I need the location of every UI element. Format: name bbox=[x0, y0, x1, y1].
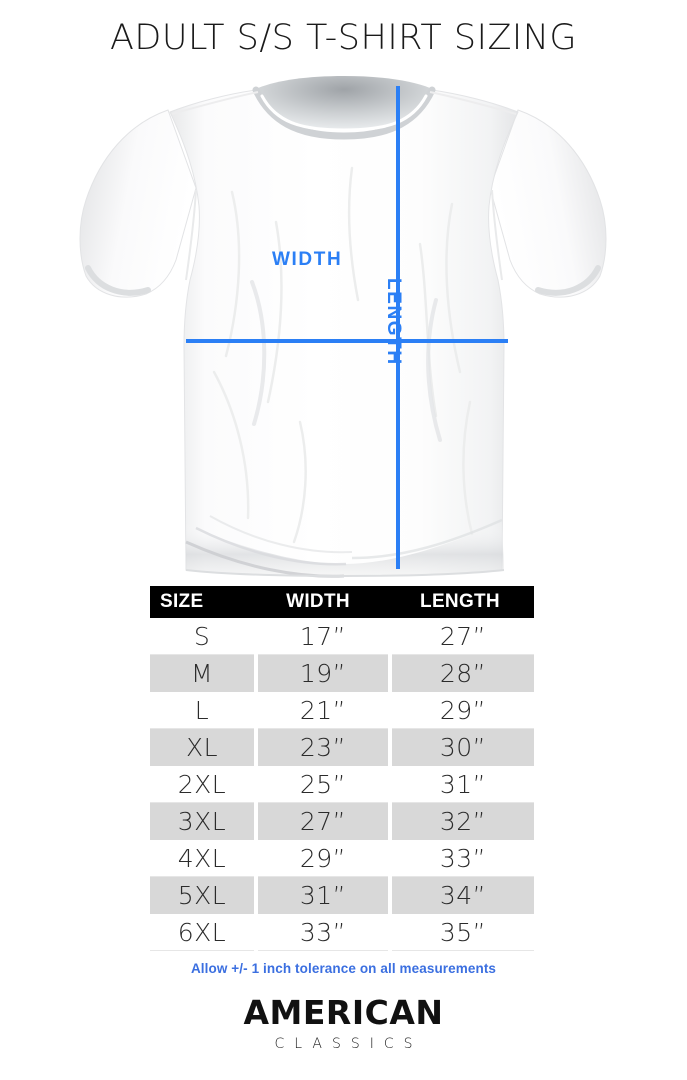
column-header-width: WIDTH bbox=[258, 586, 392, 618]
length-label: LENGTH bbox=[383, 278, 404, 366]
size-table-body: S 17” 27” M 19” 28” L 21” 29” XL 23” 30”… bbox=[150, 618, 534, 951]
tshirt-diagram: WIDTH LENGTH bbox=[0, 72, 687, 582]
column-header-length: LENGTH bbox=[392, 586, 534, 618]
column-header-size: SIZE bbox=[150, 586, 258, 618]
tshirt-illustration bbox=[79, 76, 607, 578]
cell-length: 32” bbox=[392, 803, 534, 840]
cell-size: 5XL bbox=[150, 877, 258, 914]
table-row: 5XL 31” 34” bbox=[150, 877, 534, 914]
table-row: 2XL 25” 31” bbox=[150, 766, 534, 803]
brand-name: AMERICAN bbox=[243, 993, 444, 1032]
page-title: ADULT S/S T-SHIRT SIZING bbox=[109, 18, 578, 58]
cell-length: 29” bbox=[392, 692, 534, 729]
cell-width: 29” bbox=[258, 840, 392, 877]
cell-width: 17” bbox=[258, 618, 392, 655]
cell-length: 31” bbox=[392, 766, 534, 803]
cell-width: 19” bbox=[258, 655, 392, 692]
width-label: WIDTH bbox=[272, 249, 343, 270]
cell-width: 21” bbox=[258, 692, 392, 729]
tolerance-note: Allow +/- 1 inch tolerance on all measur… bbox=[190, 961, 497, 976]
cell-length: 33” bbox=[392, 840, 534, 877]
brand-tagline: CLASSICS bbox=[274, 1035, 423, 1052]
table-header-row: SIZE WIDTH LENGTH bbox=[150, 586, 534, 618]
cell-width: 27” bbox=[258, 803, 392, 840]
cell-length: 30” bbox=[392, 729, 534, 766]
cell-length: 34” bbox=[392, 877, 534, 914]
table-row: 3XL 27” 32” bbox=[150, 803, 534, 840]
cell-length: 35” bbox=[392, 914, 534, 951]
cell-width: 31” bbox=[258, 877, 392, 914]
cell-size: 4XL bbox=[150, 840, 258, 877]
cell-length: 28” bbox=[392, 655, 534, 692]
table-row: 6XL 33” 35” bbox=[150, 914, 534, 951]
cell-size: S bbox=[150, 618, 258, 655]
cell-size: 2XL bbox=[150, 766, 258, 803]
length-guide-line bbox=[396, 86, 400, 569]
cell-width: 25” bbox=[258, 766, 392, 803]
width-guide-line bbox=[186, 339, 508, 343]
size-table-container: SIZE WIDTH LENGTH S 17” 27” M 19” 28” L … bbox=[150, 586, 534, 951]
table-row: XL 23” 30” bbox=[150, 729, 534, 766]
cell-width: 23” bbox=[258, 729, 392, 766]
size-table: SIZE WIDTH LENGTH S 17” 27” M 19” 28” L … bbox=[150, 586, 534, 951]
size-table-head: SIZE WIDTH LENGTH bbox=[150, 586, 534, 618]
table-row: 4XL 29” 33” bbox=[150, 840, 534, 877]
table-row: S 17” 27” bbox=[150, 618, 534, 655]
cell-size: L bbox=[150, 692, 258, 729]
cell-size: 3XL bbox=[150, 803, 258, 840]
cell-size: XL bbox=[150, 729, 258, 766]
cell-size: 6XL bbox=[150, 914, 258, 951]
cell-size: M bbox=[150, 655, 258, 692]
cell-width: 33” bbox=[258, 914, 392, 951]
table-row: M 19” 28” bbox=[150, 655, 534, 692]
cell-length: 27” bbox=[392, 618, 534, 655]
table-row: L 21” 29” bbox=[150, 692, 534, 729]
brand-logo: AMERICAN CLASSICS bbox=[0, 993, 687, 1052]
